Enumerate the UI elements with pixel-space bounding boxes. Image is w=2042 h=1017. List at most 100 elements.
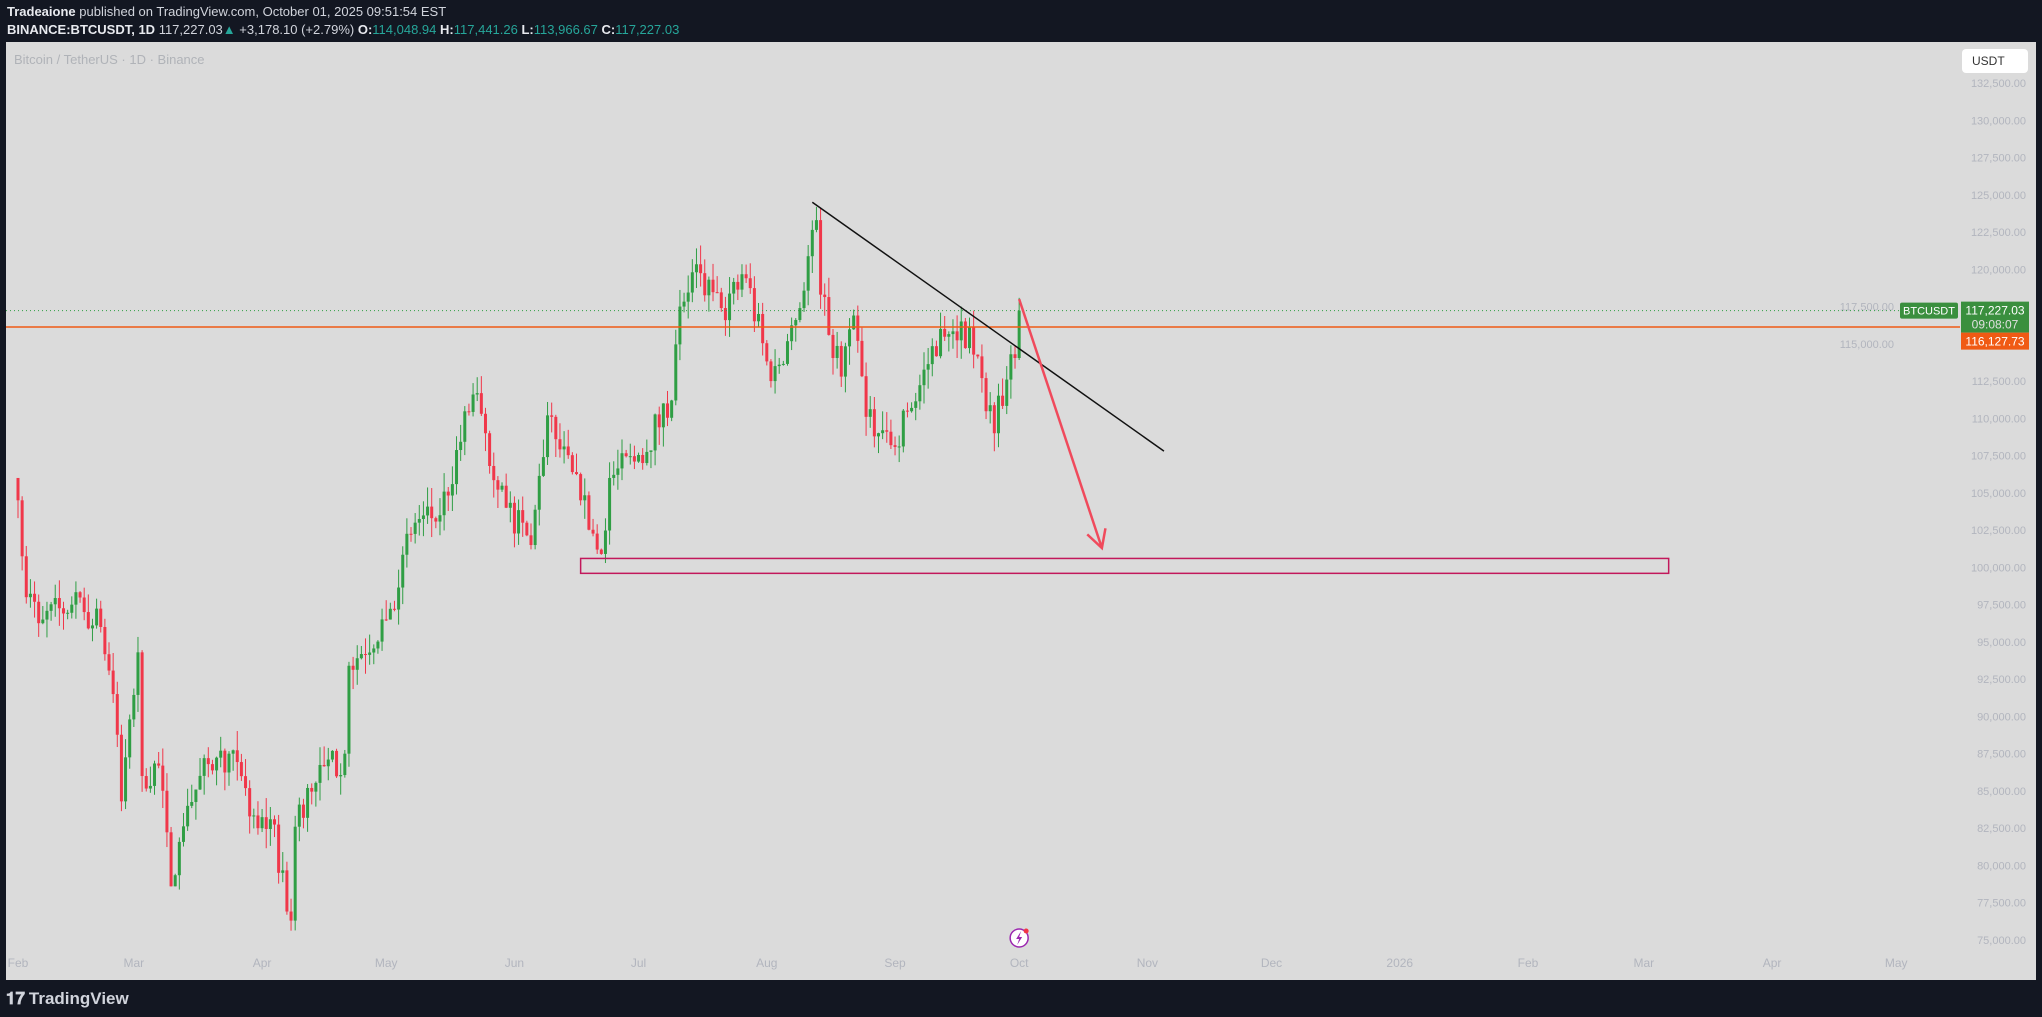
candle-body [777,364,781,367]
candle-body [670,400,674,418]
candle-body [715,292,719,294]
candle-body [90,625,94,629]
candle-body [992,405,996,434]
candle-body [893,445,897,447]
candle-body [901,410,905,447]
candle-body [972,326,976,355]
candle-body [918,385,922,402]
candle-body [881,430,885,434]
candle-body [244,776,248,789]
candle-body [82,597,86,613]
candle-body [632,456,636,462]
candle-body [202,758,206,776]
candle-body [380,619,384,642]
candle-body [256,815,260,829]
price-tick-label: 122,500.00 [1971,227,2026,239]
candle-body [248,788,252,817]
candle-body [49,604,53,611]
candle-body [723,308,727,321]
candle-body [1001,395,1005,406]
candle-body [153,763,157,786]
candle-body [500,485,504,490]
trendline [811,201,1165,452]
candle-body [529,535,533,546]
lightning-glyph-icon [1016,931,1023,945]
candle-body [562,446,566,450]
candle-body [181,826,185,842]
candle-body [694,264,698,273]
price-tick-label: 110,000.00 [1972,413,2026,425]
candle-body [699,264,703,274]
candle-body [806,256,810,291]
last-price-label-bg [1961,301,2029,333]
symbol-label-bg [1900,302,1958,319]
candle-body [537,475,541,510]
candle-body [533,509,537,546]
candle-body [446,491,450,496]
candle-body [521,510,525,523]
candle-body [471,394,475,412]
ohlc-legend: BINANCE:BTCUSDT, 1D 117,227.03▲ +3,178.1… [7,22,679,37]
price-tick-label: 75,000.00 [1977,935,2026,947]
candle-body [512,502,516,534]
candle-body [1005,379,1009,406]
candle-body [947,334,951,337]
time-tick-label: May [1885,956,1908,970]
time-tick-label: Dec [1261,956,1282,970]
arrow-head-icon [1086,528,1107,551]
candle-body [190,802,194,806]
candle-body [744,274,748,279]
candle-body [732,281,736,294]
change: +3,178.10 (+2.79%) [239,22,355,37]
open-value: 114,048.94 [372,22,437,37]
candle-body [897,446,901,448]
time-tick-label: Aug [756,956,777,970]
candle-body [848,329,852,347]
price-chart[interactable]: 132,500.00 130,000.00 127,500.00 125,000.00… [6,42,2036,980]
candle-body [546,415,550,458]
tradingview-logo[interactable]: 𝟏𝟕 TradingView [6,989,129,1009]
candle-body [227,753,231,773]
candle-body [666,403,670,418]
candle-body [587,495,591,530]
candle-body [905,410,909,412]
candle-body [45,610,49,620]
candle-body [968,326,972,349]
candle-body [599,549,603,554]
candle-body [934,346,938,357]
candle-body [450,484,454,496]
high-label: H: [440,22,454,37]
candle-body [773,366,777,382]
time-tick-label: Apr [253,956,272,970]
candle-body [814,220,818,230]
candle-body [355,658,359,670]
candle-body [20,500,24,557]
price-tick-label: 80,000.00 [1977,860,2026,872]
candle-body [405,533,409,555]
candle-body [719,292,723,309]
candle-body [748,278,752,289]
candle-body [99,608,103,627]
candle-body [914,401,918,408]
symbol-label: BTCUSDT [1903,306,1955,318]
candle-body [1013,354,1017,358]
time-tick-label: Mar [1634,956,1655,970]
candle-body [988,405,992,412]
candle-body [24,556,28,598]
candle-body [364,654,368,656]
candle-body [823,294,827,298]
candle-body [769,361,773,382]
candle-body [103,626,107,655]
support-zone-rectangle [579,557,1670,575]
price-tick-label: 82,500.00 [1977,823,2026,835]
chart-panel[interactable]: 132,500.00 130,000.00 127,500.00 125,000.00… [6,42,2036,980]
time-tick-label: Jun [505,956,524,970]
currency-button[interactable]: USDT [1962,49,2028,73]
candle-body [951,331,955,335]
candle-body [392,608,396,610]
candle-body [115,694,119,735]
candle-body [161,765,165,791]
candle-body [177,841,181,876]
candle-body [289,911,293,921]
candle-body [28,593,32,598]
